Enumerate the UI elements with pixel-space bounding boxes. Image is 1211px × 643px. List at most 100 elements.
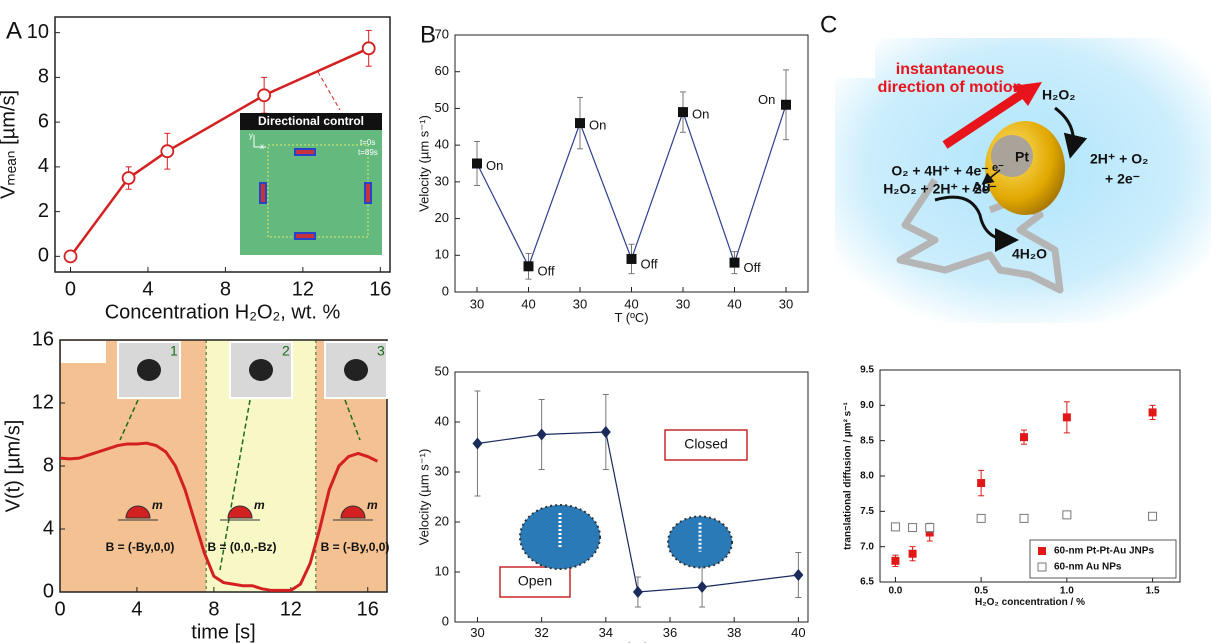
x-tick-label: 1.0	[1060, 586, 1074, 597]
x-tick-label: 0.5	[974, 586, 988, 597]
marker	[1149, 408, 1157, 416]
x-tick-label: 1.5	[1146, 586, 1160, 597]
point-label: On	[486, 158, 503, 173]
x-tick-label: 30	[470, 296, 484, 311]
marker	[891, 523, 899, 531]
y-axis-label: V(t) [µm/s]	[2, 420, 24, 513]
y-tick-label: 6.5	[860, 577, 874, 588]
marker	[537, 429, 547, 441]
x-tick-label: 38	[727, 625, 741, 640]
point-label: Off	[538, 264, 555, 279]
x-tick-label: 0.0	[888, 586, 902, 597]
y-axis-label: Vₘₑₐₙ [µm/s]	[0, 90, 19, 199]
y-tick-label: 12	[32, 391, 54, 413]
inset-label: t=89s	[358, 148, 378, 157]
marker	[575, 118, 585, 128]
marker	[1020, 433, 1028, 441]
marker	[926, 524, 934, 532]
x-tick-label: 8	[220, 278, 231, 300]
products: + 2e⁻	[1105, 171, 1140, 187]
y-tick-label: 16	[32, 328, 54, 350]
y-tick-label: 8.0	[860, 471, 874, 482]
chart: 02468100481216Concentration H₂O₂, wt. %V…	[0, 17, 391, 323]
inset-label: y	[249, 131, 253, 140]
products: 2H⁺ + O₂	[1090, 151, 1148, 167]
x-tick-label: 4	[131, 598, 142, 620]
y-tick-label: 4	[43, 517, 54, 539]
moment-label: m	[254, 498, 265, 512]
y-tick-label: 8	[43, 454, 54, 476]
x-tick-label: 12	[280, 598, 302, 620]
y-tick-label: 40	[435, 413, 449, 428]
chart: 01020304050607030403040304030T (ºC)Veloc…	[417, 26, 808, 325]
y-tick-label: 70	[435, 26, 449, 41]
x-tick-label: 16	[369, 278, 391, 300]
y-tick-label: 7.0	[860, 541, 874, 552]
panel-label: C	[820, 11, 837, 38]
inset-particle	[295, 233, 315, 239]
marker	[601, 426, 611, 438]
y-tick-label: 40	[435, 137, 449, 152]
x-tick-label: 32	[534, 625, 548, 640]
y-tick-label: 60	[435, 63, 449, 78]
marker	[697, 581, 707, 593]
cathodic-reaction: O₂ + 4H⁺ + 4e⁻	[891, 163, 988, 179]
marker	[781, 100, 791, 110]
legend-label: 60-nm Pt-Pt-Au JNPs	[1054, 546, 1154, 557]
chart: 01020304050303234363840T (ºC)Velocity (µ…	[417, 363, 808, 643]
x-tick-label: 30	[470, 625, 484, 640]
y-tick-label: 8.5	[860, 435, 874, 446]
x-tick-label: 16	[357, 598, 379, 620]
marker	[1020, 514, 1028, 522]
x-tick-label: 8	[208, 598, 219, 620]
point-label: On	[589, 118, 606, 133]
y-tick-label: 0	[442, 613, 449, 628]
y-tick-label: 30	[435, 463, 449, 478]
x-tick-label: 40	[791, 625, 805, 640]
field-label: B = (0,0,-Bz)	[207, 540, 276, 554]
y-tick-label: 8	[38, 66, 49, 88]
panel-label: A	[6, 17, 22, 44]
inset-title: Directional control	[258, 114, 364, 128]
marker	[793, 569, 803, 581]
y-tick-label: 50	[435, 100, 449, 115]
x-tick-label: 4	[142, 278, 153, 300]
x-tick-label: 0	[54, 598, 65, 620]
y-tick-label: 7.5	[860, 506, 874, 517]
marker	[258, 89, 270, 101]
water: 4H₂O	[1012, 246, 1047, 262]
marker	[1038, 563, 1046, 571]
legend-label: 60-nm Au NPs	[1054, 562, 1122, 573]
pt-label: Pt	[1015, 149, 1029, 165]
chart: 04812160481216time [s]V(t) [µm/s]123mB =…	[2, 328, 389, 643]
x-tick-label: 30	[676, 296, 690, 311]
marker	[627, 254, 637, 264]
marker	[909, 550, 917, 558]
y-tick-label: 10	[27, 21, 49, 43]
micrograph-number: 3	[377, 343, 385, 359]
marker	[64, 250, 76, 262]
inset-particle	[260, 183, 266, 203]
point-label: On	[758, 92, 775, 107]
moment-label: m	[367, 498, 378, 512]
particle-image	[344, 359, 368, 381]
marker	[1063, 413, 1071, 421]
y-tick-label: 4	[38, 155, 49, 177]
figure: A B C instantaneous direction of motion …	[0, 0, 1211, 643]
y-tick-label: 10	[435, 563, 449, 578]
x-tick-label: 30	[573, 296, 587, 311]
y-tick-label: 2	[38, 200, 49, 222]
marker	[730, 258, 740, 268]
y-axis-label: translational diffusion / µm² s⁻¹	[843, 401, 854, 549]
y-tick-label: 0	[43, 580, 54, 602]
x-axis-label: H₂O₂ concentration / %	[975, 597, 1085, 608]
motion-label: instantaneous	[896, 61, 1005, 78]
x-axis-label: T (ºC)	[614, 310, 648, 325]
y-tick-label: 50	[435, 363, 449, 378]
marker	[633, 586, 643, 598]
particle-image	[137, 359, 161, 381]
x-tick-label: 40	[727, 296, 741, 311]
marker	[1038, 547, 1046, 555]
annotation: Closed	[684, 436, 728, 452]
x-tick-label: 40	[521, 296, 535, 311]
